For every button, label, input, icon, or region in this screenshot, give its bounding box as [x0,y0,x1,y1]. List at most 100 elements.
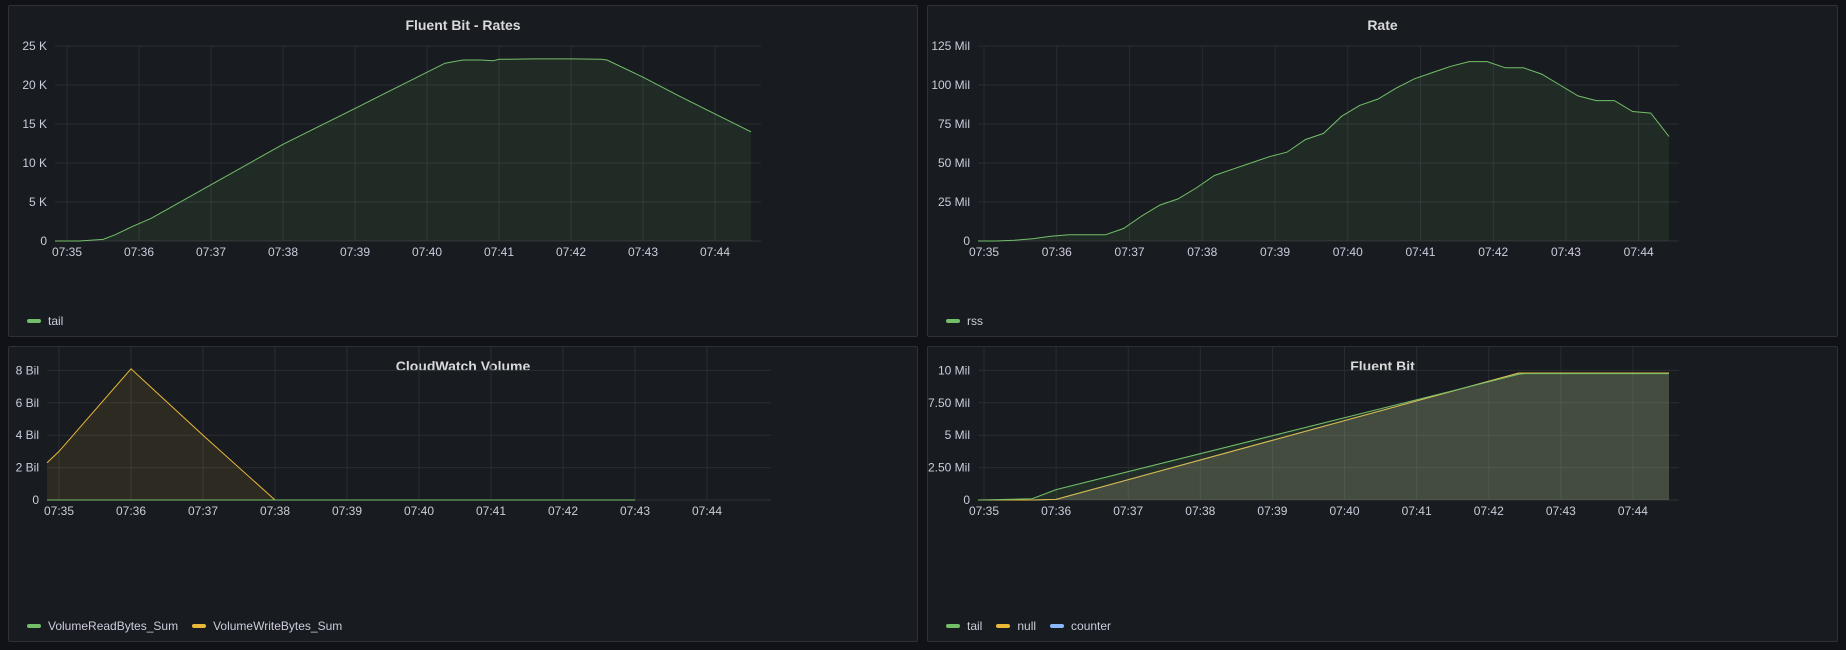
legend-swatch [27,319,41,323]
series-line-tail[interactable] [977,373,1669,501]
y-tick-label: 10 K [22,156,47,170]
x-tick-label: 07:36 [1041,504,1071,518]
legend-item-tail[interactable]: tail [946,619,982,633]
y-tick-label: 25 Mil [938,195,970,209]
y-tick-label: 25 K [22,39,47,53]
y-tick-label: 7.50 Mil [928,396,970,410]
x-tick-label: 07:44 [1624,245,1654,259]
legend: tail [27,314,63,328]
y-tick-label: 10 Mil [938,363,970,377]
x-tick-label: 07:37 [1115,245,1145,259]
legend-label: VolumeWriteBytes_Sum [213,619,343,633]
series-line-null[interactable] [978,372,1669,501]
x-tick-label: 07:35 [52,245,82,259]
x-tick-label: 07:41 [1402,504,1432,518]
legend-swatch [27,624,41,628]
legend-item-null[interactable]: null [996,619,1036,633]
x-tick-label: 07:39 [332,504,362,518]
series-line-tail[interactable] [55,58,752,242]
x-tick-label: 07:41 [476,504,506,518]
y-tick-label: 4 Bil [16,428,39,442]
y-tick-label: 0 [40,234,47,248]
panel-rate[interactable]: Rate 0 25 Mil 50 Mil 75 Mil 100 Mil 125 Mil 07… [927,5,1838,337]
x-tick-label: 07:40 [1330,504,1360,518]
x-tick-label: 07:38 [1187,245,1217,259]
series-area-tail [978,373,1669,500]
legend-item-VolumeReadBytes_Sum[interactable]: VolumeReadBytes_Sum [27,619,178,633]
legend-item-rss[interactable]: rss [946,314,983,328]
x-tick-label: 07:42 [1474,504,1504,518]
x-tick-label: 07:44 [692,504,722,518]
x-tick-label: 07:43 [1551,245,1581,259]
y-tick-label: 0 [963,493,970,507]
x-tick-label: 07:37 [188,504,218,518]
x-tick-label: 07:41 [1405,245,1435,259]
x-tick-label: 07:43 [628,245,658,259]
legend-item-VolumeWriteBytes_Sum[interactable]: VolumeWriteBytes_Sum [192,619,342,633]
y-tick-label: 15 K [22,117,47,131]
legend-label: null [1017,619,1037,633]
y-tick-label: 50 Mil [938,156,970,170]
x-tick-label: 07:38 [268,245,298,259]
legend-swatch [946,319,960,323]
y-tick-label: 5 K [29,195,47,209]
series-area-counter [978,373,1669,500]
y-tick-label: 8 Bil [16,363,39,377]
y-tick-label: 125 Mil [931,39,970,53]
x-tick-label: 07:36 [124,245,154,259]
x-tick-label: 07:40 [404,504,434,518]
x-tick-label: 07:37 [1113,504,1143,518]
legend-item-tail[interactable]: tail [27,314,63,328]
x-tick-label: 07:36 [116,504,146,518]
x-tick-label: 07:41 [484,245,514,259]
x-tick-label: 07:44 [700,245,730,259]
y-tick-label: 2.50 Mil [928,461,970,475]
x-tick-label: 07:42 [556,245,586,259]
y-tick-label: 6 Bil [16,396,39,410]
series-area-rss [978,61,1669,241]
x-tick-label: 07:38 [260,504,290,518]
x-tick-label: 07:43 [1546,504,1576,518]
x-tick-label: 07:42 [548,504,578,518]
x-tick-label: 07:39 [1260,245,1290,259]
x-tick-label: 07:38 [1185,504,1215,518]
x-tick-label: 07:35 [969,245,999,259]
legend: tail null counter [946,619,1111,633]
panel-title[interactable]: Fluent Bit - Rates [405,17,521,33]
series-area-tail [55,58,751,242]
x-tick-label: 07:36 [1042,245,1072,259]
x-tick-label: 07:42 [1478,245,1508,259]
series-area-VolumeWriteBytes_Sum [47,368,635,500]
legend-item-counter[interactable]: counter [1050,619,1111,633]
x-tick-label: 07:39 [340,245,370,259]
y-tick-label: 75 Mil [938,117,970,131]
y-tick-label: 100 Mil [931,78,970,92]
series-line-rss[interactable] [978,61,1670,242]
y-tick-label: 20 K [22,78,47,92]
y-tick-label: 2 Bil [16,461,39,475]
x-tick-label: 07:39 [1257,504,1287,518]
y-tick-label: 0 [963,234,970,248]
legend-swatch [1050,624,1065,628]
chart-rate[interactable]: 0 25 Mil 50 Mil 75 Mil 100 Mil 125 Mil 07:35 07… [928,6,1839,338]
x-tick-label: 07:40 [412,245,442,259]
series-area-null [978,373,1669,500]
legend: rss [946,314,983,328]
y-tick-label: 0 [32,493,39,507]
legend: VolumeReadBytes_Sum VolumeWriteBytes_Sum [27,619,342,633]
y-tick-label: 5 Mil [945,428,970,442]
legend-label: tail [967,619,983,633]
legend-swatch [946,624,960,628]
x-tick-label: 07:35 [44,504,74,518]
panel-title[interactable]: Rate [1367,17,1398,33]
legend-label: tail [48,314,64,328]
chart-fluent-bit-rates[interactable]: 0 5 K 10 K 15 K 20 K 25 K 07:35 07:36 07:37 07:38… [9,6,919,338]
x-tick-label: 07:37 [196,245,226,259]
legend-swatch [192,624,207,628]
legend-label: rss [967,314,983,328]
